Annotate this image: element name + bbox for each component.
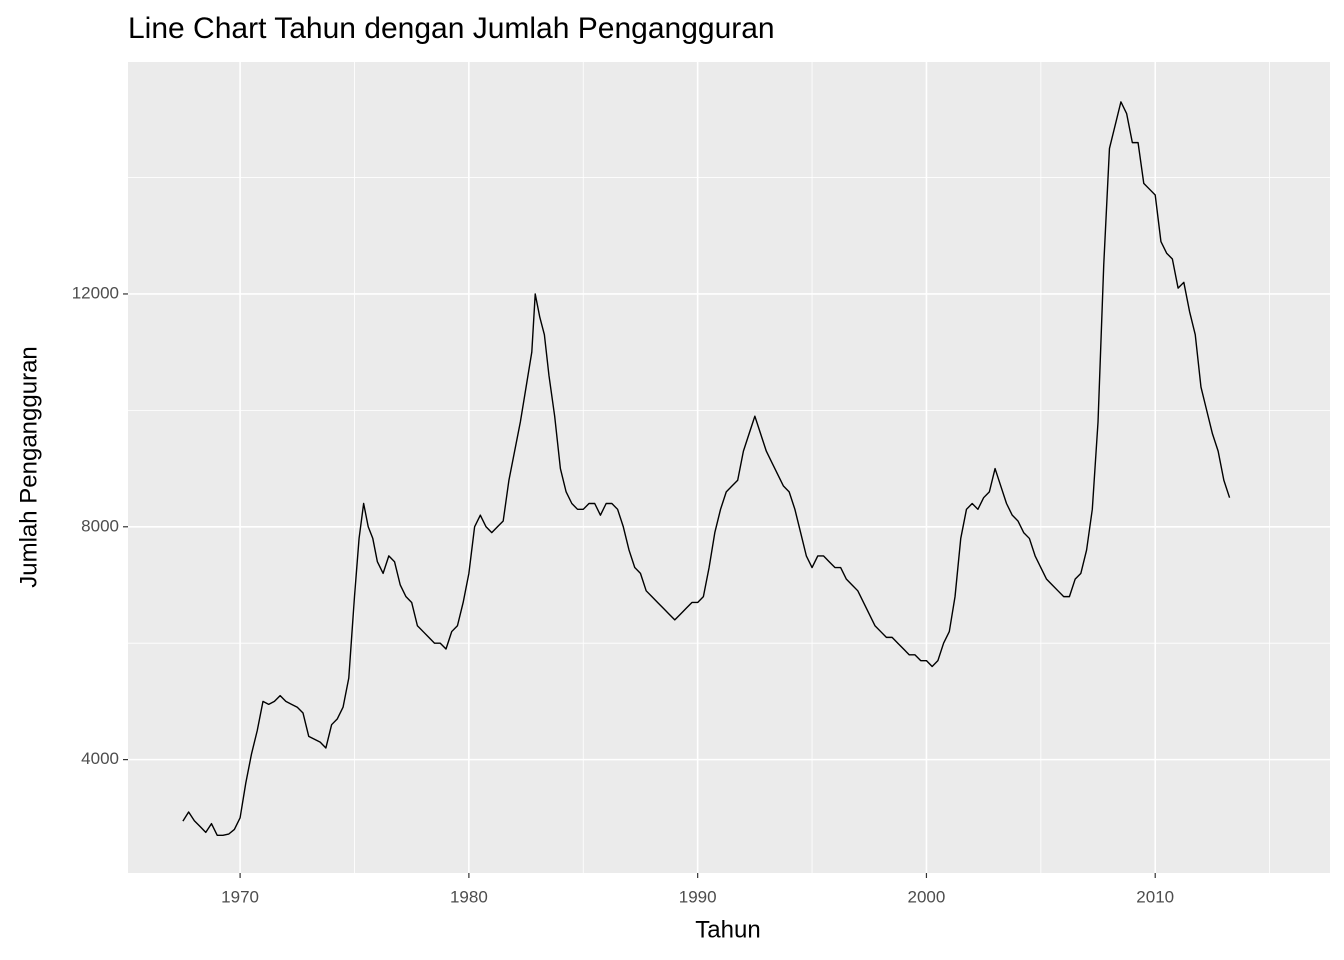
- x-tick-label: 1990: [679, 887, 717, 906]
- x-axis-title: Tahun: [695, 916, 760, 943]
- data-line: [182, 101, 1231, 836]
- plot-panel: [128, 62, 1330, 873]
- x-tick-label: 1970: [221, 887, 259, 906]
- y-tick-label: 12000: [72, 283, 119, 302]
- x-tick-label: 1980: [450, 887, 488, 906]
- y-tick-label: 4000: [81, 749, 119, 768]
- y-tick-label: 8000: [81, 516, 119, 535]
- x-tick-label: 2010: [1136, 887, 1174, 906]
- y-axis-title: Jumlah Pengangguran: [15, 346, 42, 588]
- chart-title: Line Chart Tahun dengan Jumlah Penganggu…: [128, 12, 775, 45]
- x-tick-label: 2000: [908, 887, 946, 906]
